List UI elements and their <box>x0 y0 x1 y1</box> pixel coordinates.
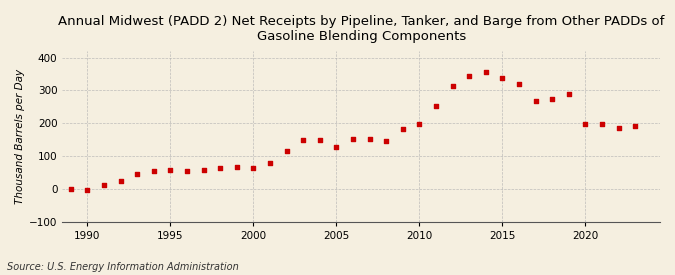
Point <box>497 76 508 80</box>
Point <box>182 169 192 173</box>
Point <box>547 97 558 101</box>
Point <box>348 137 358 141</box>
Point <box>613 126 624 130</box>
Point <box>99 183 109 187</box>
Point <box>215 165 225 170</box>
Point <box>597 122 608 126</box>
Point <box>82 188 92 192</box>
Point <box>198 168 209 172</box>
Point <box>514 82 524 86</box>
Point <box>248 165 259 170</box>
Point <box>331 145 342 149</box>
Point <box>148 169 159 173</box>
Point <box>298 138 308 142</box>
Point <box>132 172 142 176</box>
Point <box>265 161 275 165</box>
Point <box>364 137 375 141</box>
Point <box>315 138 325 142</box>
Point <box>431 104 441 108</box>
Point <box>281 149 292 153</box>
Point <box>232 164 242 169</box>
Point <box>398 127 408 131</box>
Point <box>580 122 591 127</box>
Point <box>464 74 475 79</box>
Point <box>381 139 392 144</box>
Y-axis label: Thousand Barrels per Day: Thousand Barrels per Day <box>15 69 25 204</box>
Point <box>481 70 491 75</box>
Point <box>414 122 425 126</box>
Point <box>447 83 458 88</box>
Text: Source: U.S. Energy Information Administration: Source: U.S. Energy Information Administ… <box>7 262 238 272</box>
Title: Annual Midwest (PADD 2) Net Receipts by Pipeline, Tanker, and Barge from Other P: Annual Midwest (PADD 2) Net Receipts by … <box>58 15 664 43</box>
Point <box>165 168 176 172</box>
Point <box>65 187 76 191</box>
Point <box>564 92 574 96</box>
Point <box>115 178 126 183</box>
Point <box>630 123 641 128</box>
Point <box>530 99 541 103</box>
